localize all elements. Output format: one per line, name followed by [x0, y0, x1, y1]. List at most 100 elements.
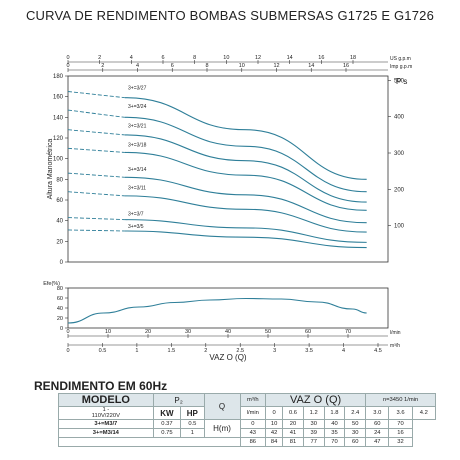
unit-lmin: l/min	[239, 406, 267, 420]
series-line-dashed	[67, 191, 125, 197]
hp-value: 0.5	[180, 419, 205, 429]
m3h-value: 1.8	[323, 406, 346, 420]
modelo-header: MODELO	[58, 393, 154, 407]
lmin-value: 30	[302, 419, 325, 429]
top-axis-tick-label: 16	[343, 63, 349, 69]
top-axis-tick-label: 16	[318, 55, 324, 61]
top-axis-tick-label: 8	[205, 63, 208, 69]
series-label: 3+=3/21	[128, 124, 147, 130]
series-line	[124, 195, 367, 233]
h-value: 30	[344, 428, 367, 438]
bottom-axis-tick-label: 40	[225, 329, 231, 335]
kw-value: 0.37	[152, 419, 182, 429]
top-axis-tick-label: 2	[98, 55, 101, 61]
series-label: 3+=3/24	[128, 104, 147, 110]
series-label: 3+=3/18	[128, 142, 147, 148]
series-line-dashed	[67, 229, 125, 232]
eff-y-tick-label: 80	[57, 286, 63, 292]
bottom-axis-unit-label: l/min	[390, 330, 401, 336]
top-axis-tick-label: 0	[66, 63, 69, 69]
bottom-axis-tick-label: 0	[66, 348, 69, 354]
lmin-value: 0	[239, 419, 267, 429]
top-axis-tick-label: 4	[136, 63, 139, 69]
hp-value: 1	[180, 428, 205, 438]
page-title: CURVA DE RENDIMENTO BOMBAS SUBMERSAS G17…	[25, 8, 435, 23]
bottom-axis-tick-label: 4.5	[374, 348, 382, 354]
h-value: 81	[282, 437, 304, 447]
lmin-value: 70	[388, 419, 413, 429]
y-axis-tick-label: 140	[53, 115, 64, 121]
m3h-value: 1.2	[302, 406, 325, 420]
h-value: 42	[265, 428, 284, 438]
lmin-value: 40	[323, 419, 346, 429]
right-axis-tick-label: 100	[394, 224, 405, 230]
top-axis-tick-label: 12	[255, 55, 261, 61]
filler-cell	[58, 437, 241, 447]
y-axis-tick-label: 60	[56, 198, 63, 204]
efficiency-plot-frame	[67, 287, 389, 329]
model-row-7: 3+=M3/7	[58, 419, 154, 429]
y-axis-tick-label: 120	[53, 136, 64, 142]
h-value: 70	[323, 437, 346, 447]
top-axis-tick-label: 6	[171, 63, 174, 69]
kw-value: 0.75	[152, 428, 182, 438]
performance-table: MODELO P₂ Q m³/h VAZ O (Q) n=3450 1/min …	[58, 393, 437, 447]
submodel-cell: 1 -110V/220V	[58, 406, 154, 420]
y-axis-tick-label: 20	[56, 239, 63, 245]
top-axis-tick-label: 4	[130, 55, 133, 61]
series-line	[124, 116, 367, 193]
right-axis-tick-label: 500	[394, 78, 405, 84]
x-axis-label: VAZ O (Q)	[209, 353, 247, 362]
top-axis-tick-label: 2	[101, 63, 104, 69]
series-line	[124, 219, 367, 243]
lmin-value: 50	[344, 419, 367, 429]
eff-y-tick-label: 60	[57, 296, 63, 302]
y-axis-tick-label: 180	[53, 74, 64, 80]
efficiency-line	[67, 297, 367, 324]
series-line	[124, 230, 367, 249]
head-plot-frame	[67, 75, 389, 263]
y-axis-tick-label: 100	[53, 157, 64, 163]
series-label: 3+=3/27	[128, 86, 147, 92]
eff-y-tick-label: 0	[60, 326, 63, 332]
m3h-value: 0	[265, 406, 284, 420]
eff-y-label: Efe(%)	[43, 281, 60, 287]
h-value: 47	[365, 437, 390, 447]
series-line-dashed	[67, 172, 125, 178]
series-line	[124, 134, 367, 203]
bottom-axis-tick-label: 2	[204, 348, 207, 354]
hp-header: HP	[180, 406, 205, 420]
right-axis-tick-label: 200	[394, 187, 405, 193]
y-axis-tick-label: 0	[60, 260, 64, 266]
bottom-axis-tick-label: 3	[273, 348, 276, 354]
h-header: H(m)	[203, 419, 241, 438]
pump-curve-chart: 0 2 4 6 8 10 12 14 16 18 US g.p.m0 2 4 6 8 10 12 14 16 Imp …	[43, 55, 412, 362]
series-line	[124, 176, 367, 224]
bottom-axis-tick-label: 1.5	[168, 348, 176, 354]
bottom-axis-tick-label: 60	[305, 329, 311, 335]
top-axis-tick-label: 6	[161, 55, 164, 61]
unit-m3h-top: m³/h	[239, 393, 267, 407]
top-axis-tick-label: 0	[66, 55, 69, 61]
y-axis-label: Altura Manométrica	[47, 139, 54, 200]
series-label: 3+=3/7	[128, 212, 144, 218]
h-value: 32	[388, 437, 413, 447]
p2-header: P₂	[152, 393, 205, 407]
h-value: 41	[282, 428, 304, 438]
h-value: 60	[344, 437, 367, 447]
h-value: 24	[365, 428, 390, 438]
bottom-axis-tick-label: 30	[185, 329, 191, 335]
series-line	[124, 151, 367, 211]
eff-y-tick-label: 40	[57, 306, 63, 312]
top-axis-tick-label: 12	[273, 63, 279, 69]
right-axis-label: P s	[396, 77, 407, 86]
vazao-header: VAZ O (Q)	[265, 393, 367, 407]
h-value: 16	[388, 428, 413, 438]
top-axis-tick-label: 14	[287, 55, 293, 61]
m3h-value: 3.0	[365, 406, 390, 420]
series-label: 3+=3/11	[128, 186, 146, 192]
lmin-value: 10	[265, 419, 284, 429]
bottom-axis-tick-label: 4	[342, 348, 345, 354]
performance-title: RENDIMENTO EM 60Hz	[34, 379, 168, 393]
y-axis-tick-label: 40	[56, 219, 63, 225]
